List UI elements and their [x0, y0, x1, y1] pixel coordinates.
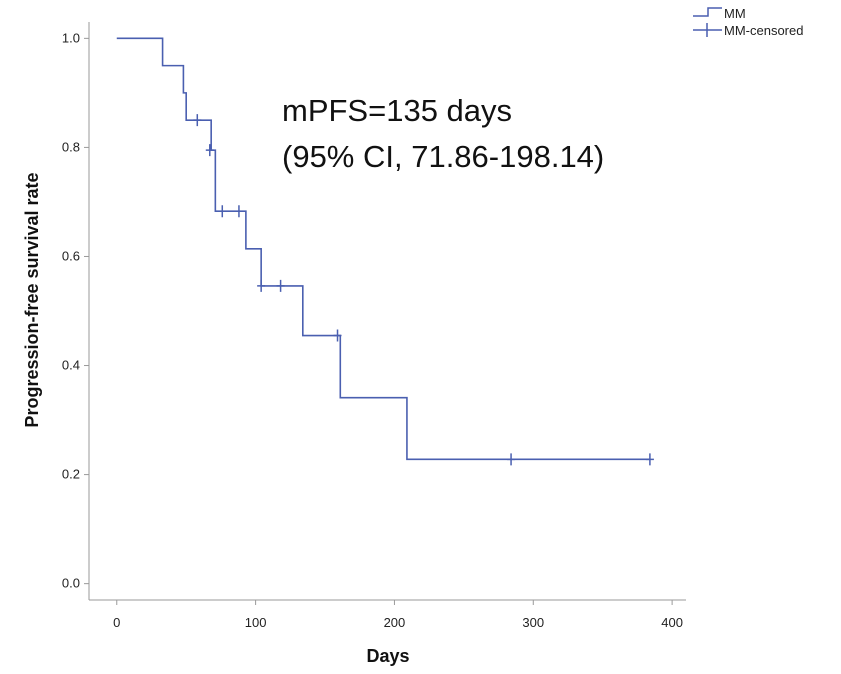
y-tick-label: 0.4: [62, 358, 80, 373]
legend-mm-label: MM: [724, 6, 746, 21]
y-tick-label: 0.8: [62, 139, 80, 154]
mpfs-annotation-line1: mPFS=135 days: [282, 93, 512, 128]
censored-mark: [205, 144, 214, 157]
censored-mark: [218, 205, 227, 218]
y-tick-label: 0.2: [62, 467, 80, 482]
y-tick-label: 0.0: [62, 576, 80, 591]
survival-step-line: [116, 37, 650, 461]
axes: [88, 22, 686, 601]
x-tick-label: 200: [384, 615, 406, 630]
x-tick-label: 300: [522, 615, 544, 630]
x-tick-label: 400: [661, 615, 683, 630]
censored-mark: [193, 114, 202, 127]
y-tick-label: 1.0: [62, 30, 80, 45]
censored-mark: [234, 205, 243, 218]
censored-mark: [333, 329, 342, 342]
mpfs-annotation-line2: (95% CI, 71.86-198.14): [282, 139, 604, 174]
censored-mark: [645, 453, 654, 466]
x-axis-title: Days: [366, 646, 409, 666]
x-tick-label: 100: [245, 615, 267, 630]
series-layer: [116, 37, 654, 466]
censored-mark: [257, 279, 266, 292]
legend-censored-label: MM-censored: [724, 23, 803, 38]
legend: MM MM-censored: [693, 6, 803, 38]
y-axis-title: Progression-free survival rate: [22, 172, 42, 427]
legend-mm-swatch: [693, 7, 722, 17]
censored-mark: [276, 279, 285, 292]
censored-mark: [507, 453, 516, 466]
x-tick-label: 0: [113, 615, 120, 630]
y-tick-label: 0.6: [62, 248, 80, 263]
x-ticks: 0 100 200 300 400: [113, 600, 683, 630]
legend-censored-swatch: [693, 23, 722, 37]
y-ticks: 0.0 0.2 0.4 0.6 0.8 1.0: [62, 30, 89, 591]
